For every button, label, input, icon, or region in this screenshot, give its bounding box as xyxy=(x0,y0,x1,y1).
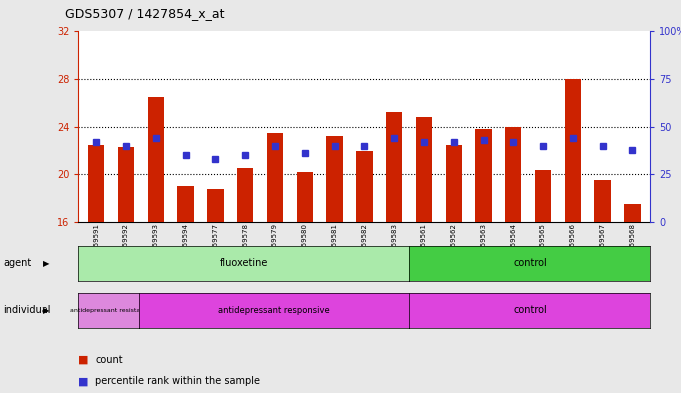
Text: agent: agent xyxy=(3,258,31,268)
Bar xyxy=(207,189,223,222)
Bar xyxy=(445,145,462,222)
Text: ■: ■ xyxy=(78,354,89,365)
Text: fluoxetine: fluoxetine xyxy=(220,258,268,268)
Bar xyxy=(88,145,104,222)
Bar xyxy=(356,151,373,222)
Text: antidepressant responsive: antidepressant responsive xyxy=(218,306,330,315)
Text: ▶: ▶ xyxy=(43,306,50,315)
Bar xyxy=(148,97,164,222)
Bar xyxy=(326,136,343,222)
Bar xyxy=(595,180,611,222)
Bar xyxy=(565,79,581,222)
Bar xyxy=(296,172,313,222)
Text: ▶: ▶ xyxy=(43,259,50,268)
Text: ■: ■ xyxy=(78,376,89,386)
Bar xyxy=(177,186,194,222)
Text: antidepressant resistant: antidepressant resistant xyxy=(70,308,147,313)
Text: GDS5307 / 1427854_x_at: GDS5307 / 1427854_x_at xyxy=(65,7,224,20)
Text: control: control xyxy=(513,305,547,316)
Text: count: count xyxy=(95,354,123,365)
Bar xyxy=(505,127,522,222)
Bar xyxy=(475,129,492,222)
Bar xyxy=(415,117,432,222)
Text: percentile rank within the sample: percentile rank within the sample xyxy=(95,376,260,386)
Bar xyxy=(535,170,552,222)
Text: control: control xyxy=(513,258,547,268)
Bar xyxy=(267,133,283,222)
Text: individual: individual xyxy=(3,305,51,316)
Bar xyxy=(386,112,402,222)
Bar xyxy=(624,204,641,222)
Bar xyxy=(118,147,134,222)
Bar xyxy=(237,169,253,222)
